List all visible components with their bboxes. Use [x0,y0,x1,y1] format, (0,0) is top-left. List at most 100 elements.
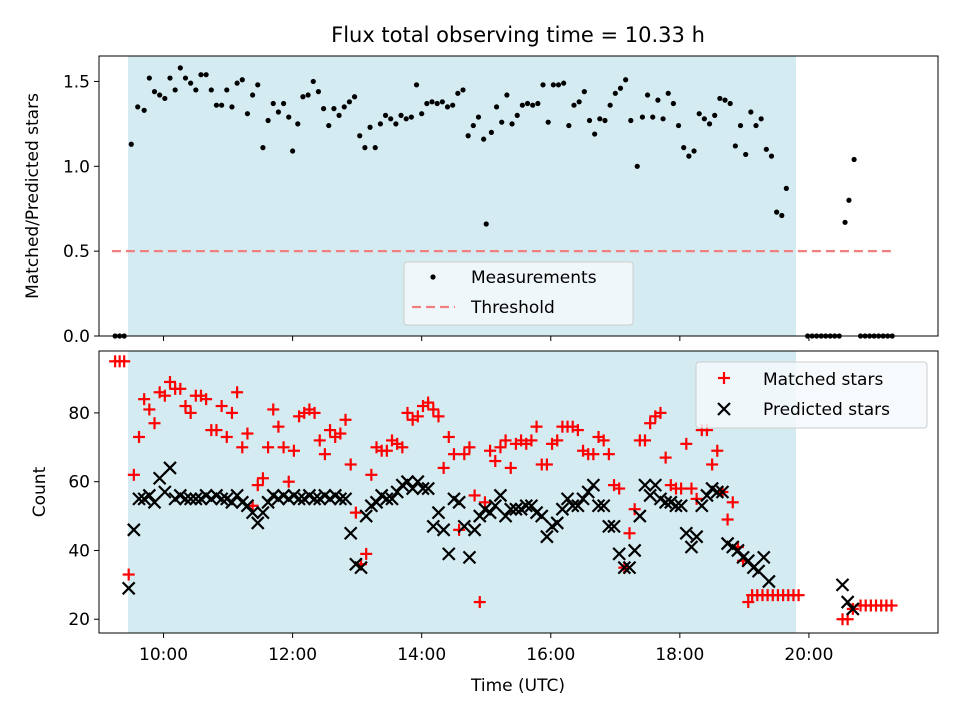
measurement-point [346,99,353,105]
measurement-point [717,95,723,102]
measurement-point [146,75,152,81]
predicted-star-point [846,602,860,616]
matched-star-point [613,482,626,495]
matched-star-point [571,424,584,437]
measurement-point [722,97,728,103]
matched-star-point [551,434,564,447]
predicted-star-point [679,526,694,541]
predicted-star-point [560,492,575,506]
measurement-point [208,87,214,93]
matched-star-point [432,410,445,423]
predicted-star-point [731,543,745,558]
measurement-point [681,145,687,151]
measurement-point [675,122,682,129]
top-ytick-label-0: 0.0 [63,327,90,347]
measurement-point [571,102,577,108]
predicted-star-point [452,495,466,510]
matched-star-point [504,461,517,474]
matched-star-point [659,451,672,464]
chart-title: Flux total observing time = 10.33 h [331,23,705,47]
matched-star-point [499,434,512,447]
bottom-ticks: 10:00 12:00 14:00 16:00 18:00 20:00 20 40 60 80 [68,404,833,665]
predicted-star-point [380,492,394,506]
matched-star-point [411,410,424,423]
predicted-star-point [152,471,167,486]
measurement-point [655,97,661,103]
matched-star-point [396,441,409,454]
measurement-point [768,153,775,159]
matched-star-point [324,424,337,437]
predicted-star-point [643,488,657,503]
measurement-point [182,75,189,81]
top-ytick-label-2: 1.0 [63,157,90,177]
matched-star-point [251,479,264,492]
matched-star-point [685,482,698,495]
matched-star-point [272,420,285,433]
measurement-point [535,100,541,107]
measurement-point [270,100,276,107]
predicted-star-point [612,547,626,561]
predicted-star-point [627,543,642,558]
measurement-point [586,117,593,124]
measurement-point [592,131,598,137]
predicted-star-point [457,519,472,534]
measurement-point [617,85,624,91]
matched-star-point [458,448,471,461]
measurement-point [545,119,551,125]
predicted-star-point [571,498,585,513]
measurement-point [403,116,409,122]
measurement-point [188,80,194,86]
matched-star-point [437,461,450,474]
measurement-point [514,112,520,118]
matched-star-point [231,386,244,399]
measurement-point [128,141,134,147]
matched-star-point [540,458,553,471]
matched-star-point [597,434,610,447]
predicted-star-point [534,509,549,523]
predicted-star-point [183,492,198,506]
predicted-star-point [132,492,146,506]
matched-star-point [349,506,362,519]
predicted-star-point [230,488,244,503]
predicted-star-point [307,492,322,506]
matched-star-point [138,393,151,406]
measurement-point [331,106,337,112]
bottom-legend: Matched stars Predicted stars [695,361,928,429]
matched-star-point [287,444,300,457]
measurement-point [434,100,440,107]
matched-star-point [484,444,497,457]
predicted-star-point [343,526,358,541]
measurement-point [244,111,251,117]
measurement-point [280,100,287,107]
matched-star-point [277,441,290,454]
measurement-point [499,119,505,125]
measurement-point [576,99,582,105]
matched-star-point [453,523,466,536]
measurement-point [597,116,603,122]
matched-star-point [256,472,269,485]
measurement-point [650,114,656,120]
measurement-point [255,82,261,88]
predicted-star-point [400,474,415,489]
bottom-ytick-label-0: 20 [68,610,90,630]
matched-star-point [473,596,486,609]
matched-star-point [644,417,657,430]
measurement-point [524,100,531,107]
bottom-ytick-label-2: 60 [68,473,90,493]
measurement-point [779,212,785,219]
predicted-star-point [695,498,709,513]
predicted-star-point [602,519,616,534]
measurement-point [753,122,759,129]
measurement-point [481,136,487,142]
matched-star-point [706,458,719,471]
measurement-point [727,100,733,107]
matched-star-point [318,448,331,461]
matched-star-point [360,547,373,560]
measurement-point [398,112,404,118]
predicted-star-point [576,492,590,506]
matched-star-point [236,441,249,454]
measurement-point [712,112,718,118]
matched-star-point [122,568,135,581]
measurement-point [393,121,399,127]
matched-star-point [885,599,898,612]
